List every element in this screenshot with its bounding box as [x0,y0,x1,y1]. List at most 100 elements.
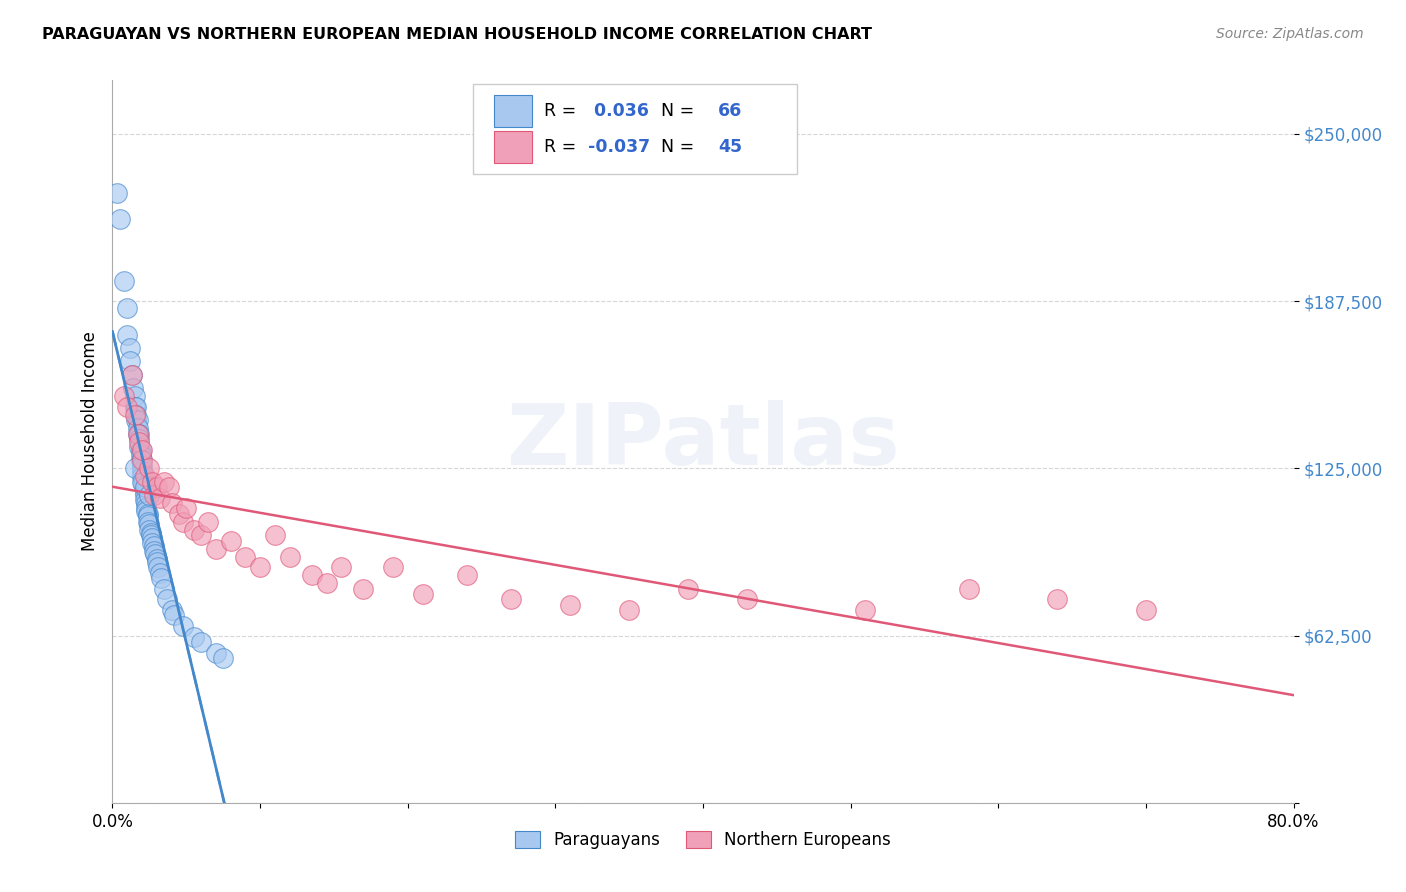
Point [131,475,153,489]
Point [737,592,759,607]
Point [558,598,582,612]
Text: ZIPatlas: ZIPatlas [506,400,900,483]
Point [142,544,165,558]
Point [249,560,271,574]
Point [172,515,194,529]
Point [190,528,212,542]
Point [678,582,700,596]
Point [135,504,157,518]
Point [128,434,150,449]
Point [129,442,152,457]
Point [105,186,128,200]
Text: 45: 45 [718,138,742,156]
Point [1135,603,1157,617]
Point [501,592,523,607]
Point [183,523,205,537]
Point [117,400,138,414]
Point [1046,592,1069,607]
Point [128,426,150,441]
Point [149,566,172,580]
Point [141,475,163,489]
Point [219,533,242,548]
Point [382,560,405,574]
Point [139,528,162,542]
Point [172,619,194,633]
Point [183,630,205,644]
Point [136,507,159,521]
Point [117,327,138,342]
Point [134,480,156,494]
Point [352,582,374,596]
Point [138,517,160,532]
Point [160,603,183,617]
Point [619,603,641,617]
Point [121,368,143,382]
Point [127,413,149,427]
Point [131,464,153,478]
Legend: Paraguayans, Northern Europeans: Paraguayans, Northern Europeans [509,824,897,856]
Point [855,603,877,617]
Point [131,469,153,483]
Point [127,426,149,441]
Point [132,477,155,491]
Text: -0.037: -0.037 [589,138,651,156]
Point [134,480,156,494]
Point [411,587,433,601]
Point [150,571,173,585]
Text: N =: N = [650,102,700,120]
Point [124,461,146,475]
Point [160,496,183,510]
Point [129,448,152,462]
Point [138,523,160,537]
Point [205,646,228,660]
Point [148,560,170,574]
Point [136,509,159,524]
Point [108,212,131,227]
Point [134,469,156,483]
Point [233,549,256,564]
Point [456,568,478,582]
Point [156,592,179,607]
Point [134,485,156,500]
Point [124,408,146,422]
Point [149,491,172,505]
Point [146,480,169,494]
Text: 0.036: 0.036 [589,102,650,120]
Point [124,389,146,403]
Point [131,442,153,457]
Point [131,458,153,473]
Point [167,507,190,521]
Point [127,421,149,435]
Text: Source: ZipAtlas.com: Source: ZipAtlas.com [1216,27,1364,41]
Point [127,426,149,441]
Point [125,408,148,422]
Point [132,472,155,486]
Text: N =: N = [650,138,700,156]
Point [135,501,157,516]
Point [142,539,165,553]
Point [134,488,156,502]
Point [122,381,145,395]
Text: PARAGUAYAN VS NORTHERN EUROPEAN MEDIAN HOUSEHOLD INCOME CORRELATION CHART: PARAGUAYAN VS NORTHERN EUROPEAN MEDIAN H… [42,27,872,42]
Point [957,582,980,596]
Y-axis label: Median Household Income: Median Household Income [80,332,98,551]
Point [134,493,156,508]
Point [129,453,152,467]
Point [139,525,162,540]
Point [121,368,143,382]
Point [131,453,153,467]
Point [136,515,159,529]
Point [138,461,160,475]
Point [128,432,150,446]
Point [264,528,287,542]
Point [112,274,135,288]
Point [153,582,176,596]
FancyBboxPatch shape [472,84,797,174]
Point [125,413,148,427]
Text: 66: 66 [718,102,742,120]
FancyBboxPatch shape [494,131,531,163]
Point [153,475,176,489]
Point [157,480,180,494]
Point [141,531,163,545]
Text: R =: R = [544,138,581,156]
